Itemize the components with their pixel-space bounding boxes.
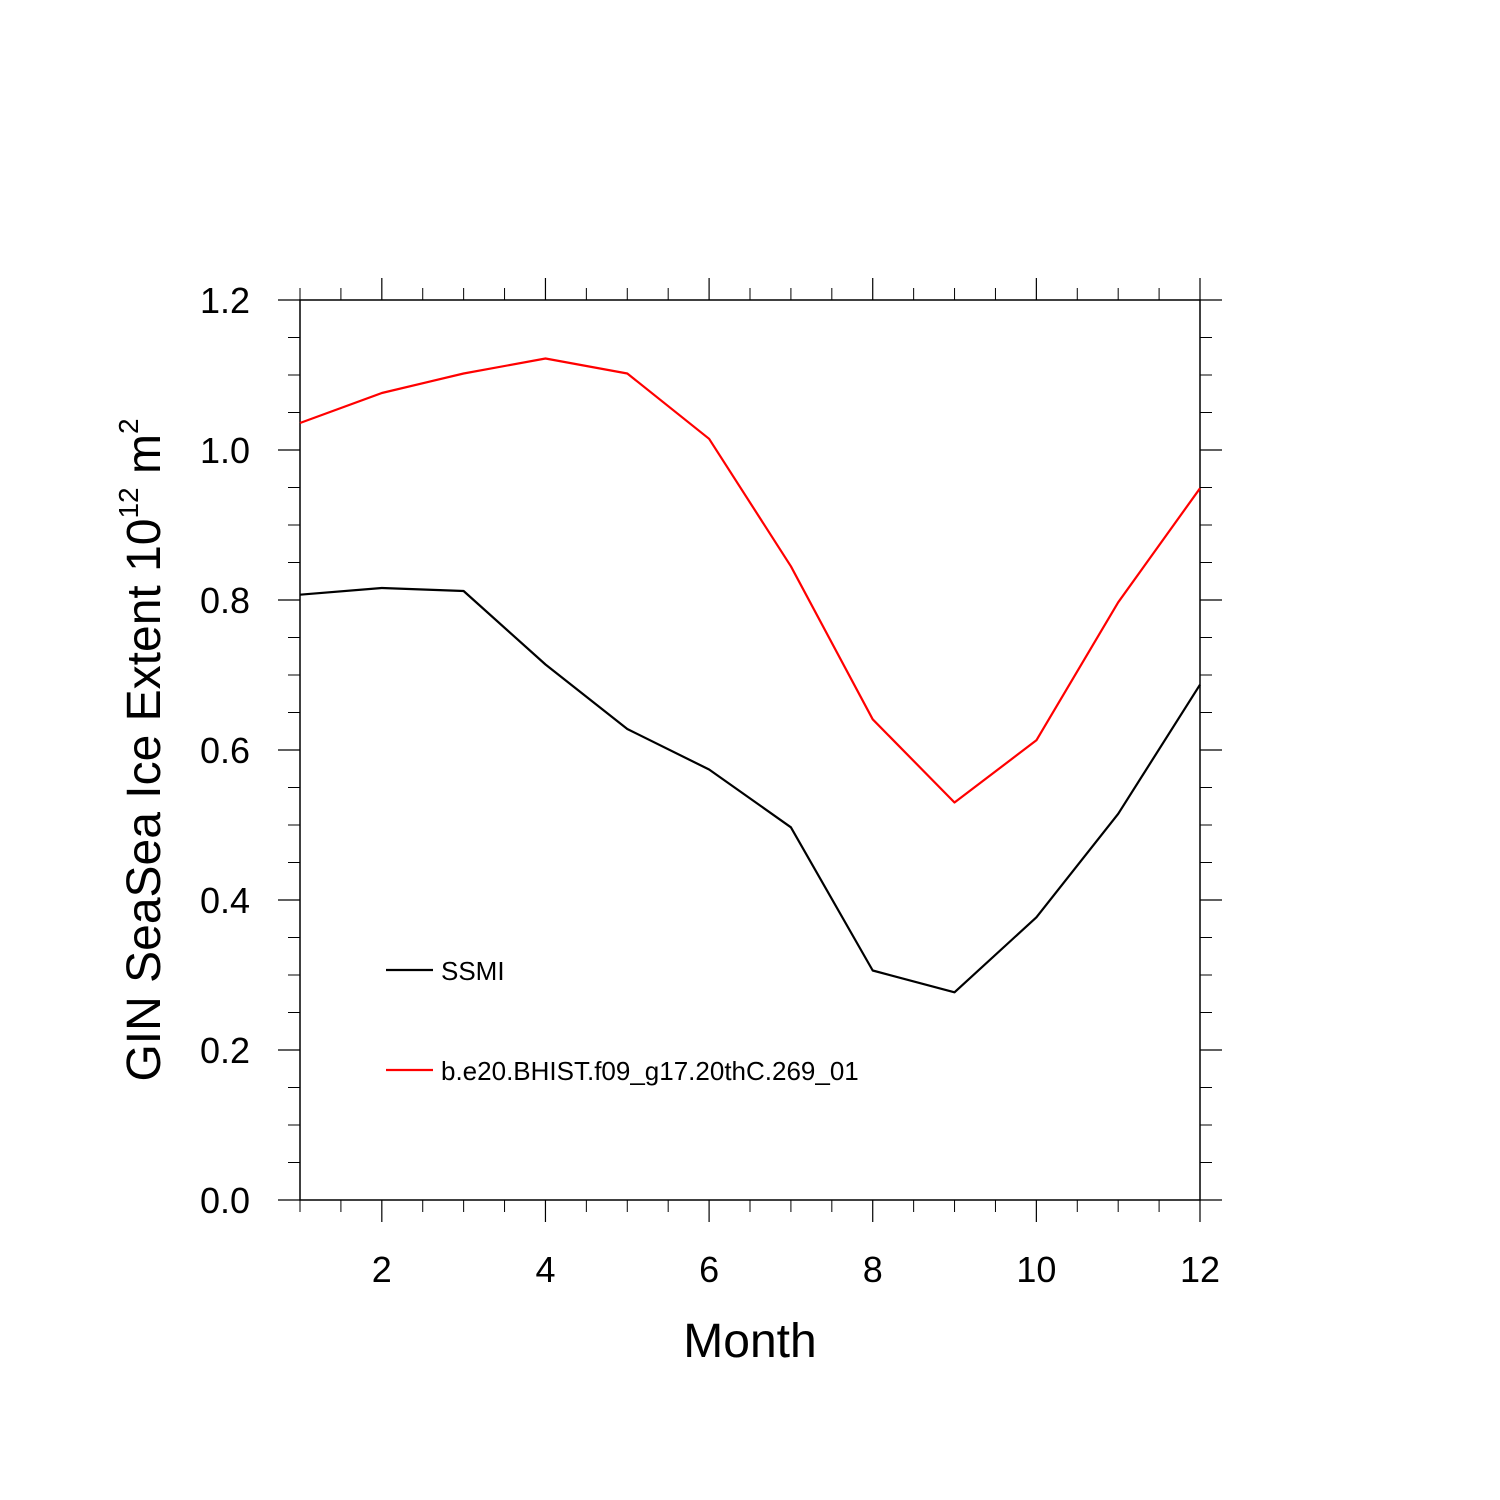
y-tick-label: 0.4 [200,880,250,921]
y-axis-title-unit: m [118,434,171,487]
series-line-0 [299,586,1201,994]
y-axis-title: GIN SeaSea Ice Extent 1012 m2 [113,418,171,1081]
x-tick-label: 2 [372,1249,392,1290]
x-tick-label: 12 [1180,1249,1220,1290]
series-line-1 [299,357,1201,804]
x-tick-label: 8 [863,1249,883,1290]
y-tick-label: 0.0 [200,1180,250,1221]
x-tick-labels: 2 4 6 8 10 12 [372,1249,1220,1290]
x-axis-title: Month [683,1315,816,1368]
series-lines [299,357,1201,994]
y-tick-label: 0.8 [200,580,250,621]
y-tick-labels: 0.0 0.2 0.4 0.6 0.8 1.0 1.2 [200,280,250,1221]
legend-label-1: b.e20.BHIST.f09_g17.20thC.269_01 [441,1056,859,1086]
legend-label-0: SSMI [441,956,505,986]
y-tick-label: 1.0 [200,430,250,471]
y-axis-title-prefix: GIN SeaSea Ice Extent 10 [118,519,171,1082]
y-tick-label: 0.6 [200,730,250,771]
x-tick-label: 10 [1016,1249,1056,1290]
y-tick-label: 1.2 [200,280,250,321]
legend: SSMI b.e20.BHIST.f09_g17.20thC.269_01 [386,956,859,1086]
major-ticks [278,278,1222,1222]
x-tick-label: 6 [699,1249,719,1290]
x-tick-label: 4 [535,1249,555,1290]
y-tick-label: 0.2 [200,1030,250,1071]
y-axis-title-exponent: 12 [113,487,144,518]
y-axis-title-unit-exponent: 2 [113,418,144,434]
minor-ticks [288,288,1212,1212]
